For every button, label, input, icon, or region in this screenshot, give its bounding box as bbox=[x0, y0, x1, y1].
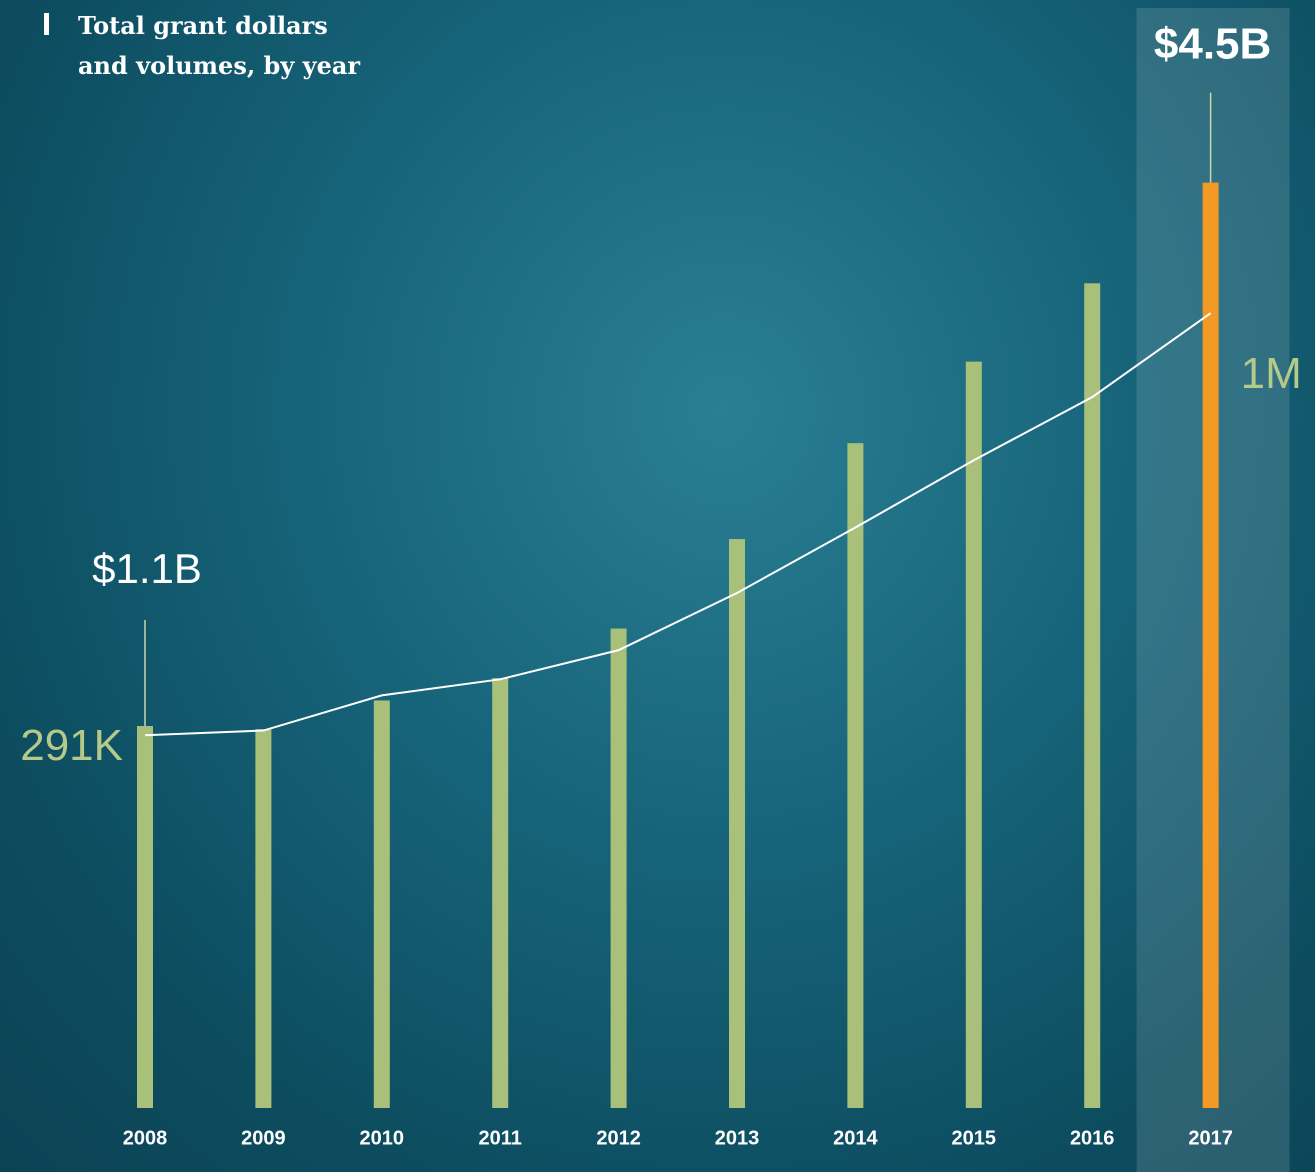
bar bbox=[492, 678, 509, 1108]
x-tick-label: 2010 bbox=[360, 1127, 405, 1149]
x-tick-label: 2014 bbox=[833, 1127, 878, 1149]
chart-title: Total grant dollars and volumes, by year bbox=[78, 11, 361, 80]
bar bbox=[965, 361, 982, 1109]
value-label: 1M bbox=[1241, 349, 1302, 398]
bar bbox=[1202, 182, 1219, 1109]
x-tick-label: 2008 bbox=[123, 1127, 168, 1149]
value-label: $1.1B bbox=[92, 545, 202, 592]
x-tick-label: 2016 bbox=[1070, 1127, 1115, 1149]
value-label: 291K bbox=[20, 721, 123, 770]
x-tick-label: 2009 bbox=[241, 1127, 286, 1149]
x-tick-label: 2011 bbox=[479, 1127, 522, 1149]
value-label: $4.5B bbox=[1154, 19, 1271, 68]
bar bbox=[373, 700, 390, 1108]
x-tick-label: 2012 bbox=[596, 1127, 641, 1149]
volume-line bbox=[144, 312, 1212, 737]
x-tick-label: 2013 bbox=[715, 1127, 760, 1149]
bar bbox=[1084, 283, 1101, 1109]
x-tick-label: 2015 bbox=[952, 1127, 997, 1149]
bar bbox=[847, 443, 864, 1109]
x-tick-label: 2017 bbox=[1188, 1127, 1233, 1149]
bar bbox=[137, 726, 153, 1108]
bar bbox=[610, 628, 627, 1108]
bar bbox=[729, 539, 745, 1108]
title-marker bbox=[44, 13, 49, 35]
bar bbox=[255, 729, 272, 1108]
